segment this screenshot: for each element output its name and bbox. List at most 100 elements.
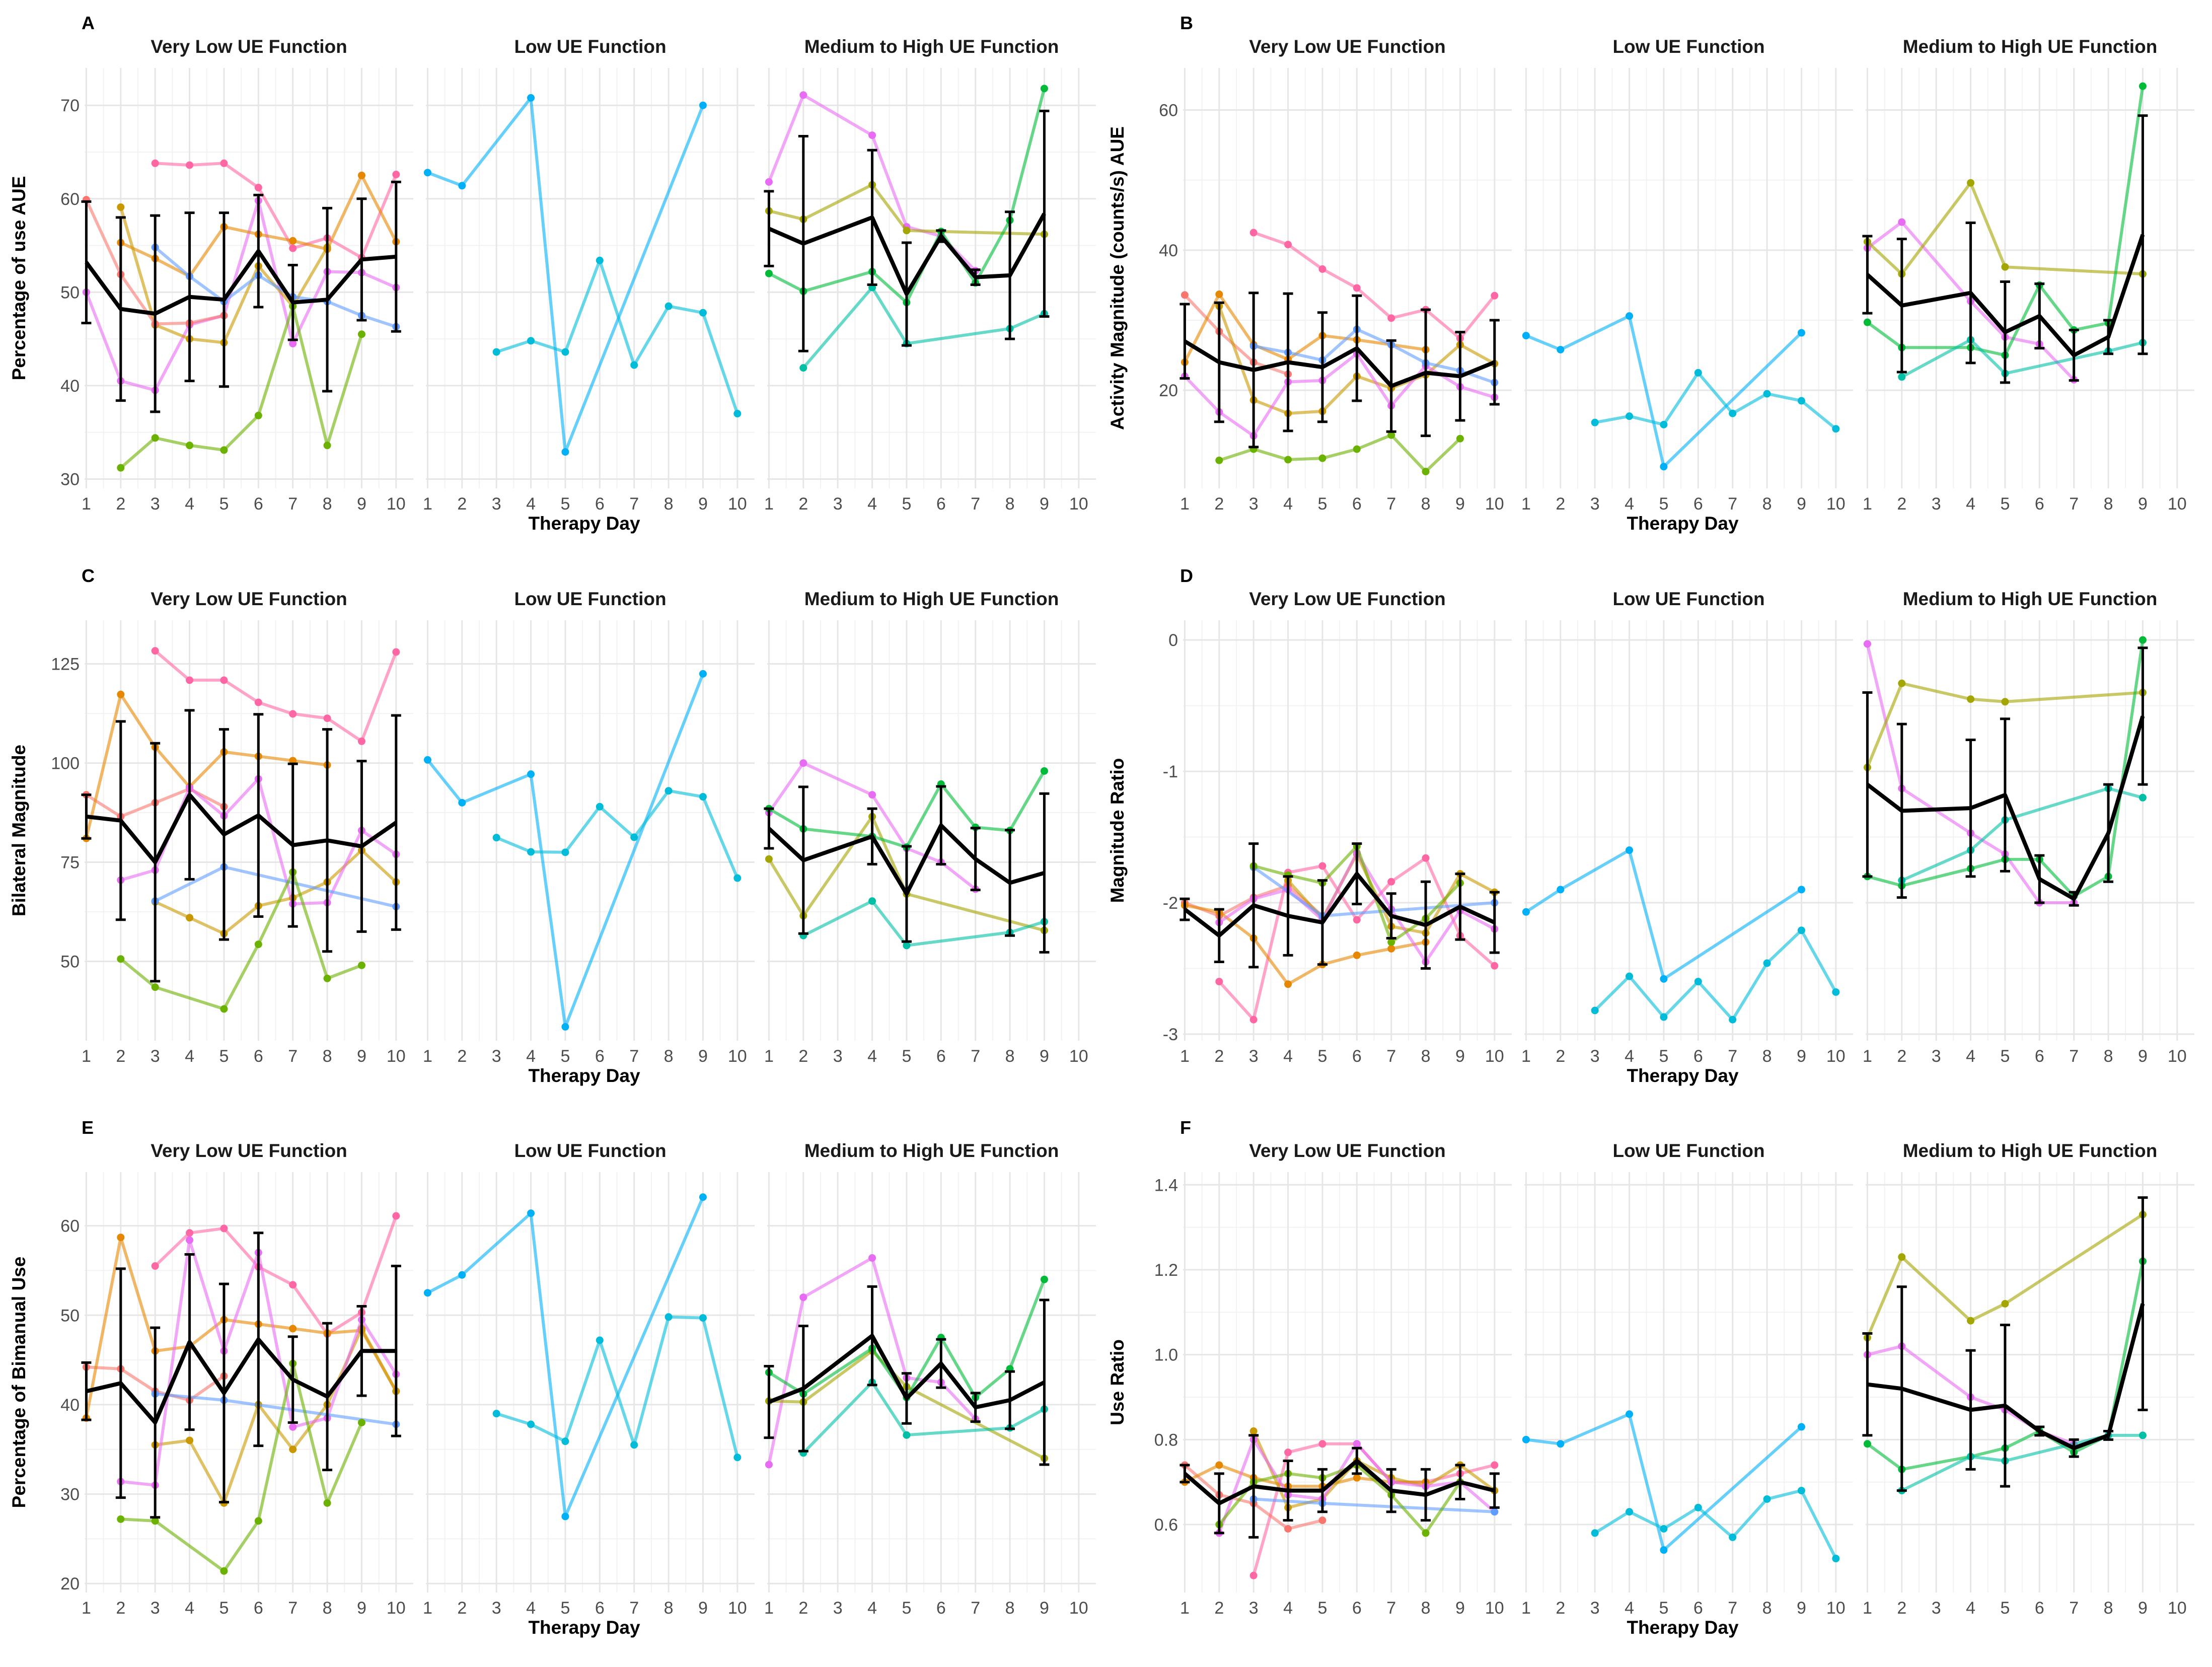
x-tick-label: 2: [1214, 494, 1224, 514]
series-pink: [1215, 854, 1499, 1024]
x-tick-label: 7: [2069, 494, 2079, 514]
x-tick-label: 1: [82, 1599, 91, 1618]
data-point: [903, 941, 911, 950]
data-point: [1456, 434, 1464, 443]
data-point: [733, 874, 742, 882]
series-olive: [1863, 679, 2147, 771]
data-point: [699, 1314, 707, 1322]
data-point: [527, 770, 535, 778]
series-line: [154, 649, 398, 743]
data-point: [1797, 397, 1805, 405]
x-tick-label: 6: [936, 494, 946, 514]
x-tick-label: 10: [2168, 494, 2187, 514]
x-tick-label: 9: [1040, 494, 1049, 514]
data-point: [1387, 938, 1395, 946]
series-sky: [1522, 846, 1805, 983]
x-tick-label: 3: [1590, 494, 1600, 514]
data-point: [1967, 1317, 1975, 1325]
series-line: [1594, 1489, 1837, 1559]
x-tick-label: 8: [2104, 1047, 2113, 1066]
mean-series: [1862, 1196, 2148, 1492]
x-tick-label: 6: [1693, 494, 1703, 514]
series-sky: [1522, 1410, 1805, 1554]
data-point: [527, 94, 535, 102]
data-point: [117, 690, 125, 698]
x-axis-title: Therapy Day: [528, 1617, 640, 1638]
data-point: [323, 442, 331, 450]
data-point: [1660, 420, 1668, 428]
series-sky: [423, 94, 707, 456]
x-tick-label: 5: [2000, 1047, 2010, 1066]
x-tick-label: 9: [1455, 1047, 1465, 1066]
series-line: [1252, 1430, 1496, 1509]
series-line: [1253, 231, 1496, 340]
y-tick-label: 30: [60, 470, 80, 489]
data-point: [1626, 1410, 1634, 1418]
data-point: [254, 184, 262, 192]
mean-series: [1179, 1434, 1500, 1539]
series-orange: [82, 1234, 400, 1422]
y-tick-label: 60: [1159, 101, 1178, 120]
facet-3: Medium to High UE Function 1 2 3 4 5 6 7 8 9 10: [764, 36, 1096, 514]
x-tick-label: 4: [1625, 494, 1634, 514]
x-tick-label: 5: [1317, 494, 1327, 514]
data-point: [596, 1336, 604, 1344]
data-point: [1763, 390, 1771, 398]
facet-2: Low UE Function 1 2 3 4 5 6 7 8 9 10: [423, 36, 755, 514]
y-tick-label: 20: [1159, 381, 1178, 400]
facet-label: Low UE Function: [514, 589, 666, 609]
data-point: [151, 159, 159, 167]
data-point: [1898, 218, 1906, 226]
data-point: [220, 1224, 228, 1233]
data-point: [1215, 978, 1223, 986]
data-point: [254, 698, 262, 706]
series-line: [155, 1327, 398, 1505]
x-tick-label: 7: [971, 1047, 980, 1066]
data-point: [186, 676, 194, 684]
data-point: [357, 1418, 365, 1426]
series-line: [767, 1256, 977, 1465]
data-point: [699, 670, 707, 678]
x-tick-label: 9: [2138, 1047, 2148, 1066]
x-tick-label: 10: [1069, 1599, 1088, 1618]
x-tick-label: 10: [728, 1047, 747, 1066]
data-point: [254, 940, 262, 949]
y-tick-label: -3: [1163, 1025, 1178, 1044]
x-tick-label: 1: [82, 494, 91, 514]
data-point: [765, 178, 773, 186]
data-point: [561, 1437, 569, 1445]
x-tick-label: 5: [1659, 494, 1668, 514]
x-tick-label: 10: [728, 1599, 747, 1618]
series-green: [117, 302, 365, 472]
data-point: [1626, 1508, 1634, 1516]
data-point: [117, 955, 125, 963]
data-point: [458, 799, 466, 807]
data-point: [2001, 1299, 2009, 1308]
x-tick-label: 7: [1728, 1599, 1737, 1618]
x-tick-label: 4: [185, 494, 194, 514]
x-tick-label: 4: [1283, 1599, 1293, 1618]
data-point: [665, 302, 673, 310]
data-point: [699, 1193, 707, 1201]
x-tick-label: 7: [629, 1599, 639, 1618]
series-line: [1594, 928, 1837, 1022]
series-pink: [151, 647, 400, 745]
data-point: [1694, 1503, 1702, 1511]
data-point: [1557, 345, 1565, 353]
x-tick-label: 3: [1932, 1047, 1941, 1066]
x-tick-label: 9: [698, 1599, 708, 1618]
x-tick-label: 10: [387, 494, 406, 514]
x-tick-label: 8: [2104, 1599, 2113, 1618]
x-tick-label: 5: [219, 494, 229, 514]
data-point: [1660, 1546, 1668, 1554]
data-point: [2139, 793, 2147, 802]
data-point: [1898, 1253, 1906, 1261]
facet-1: Very Low UE Function 1 2 3 4 5 6 7 8 9 10: [1179, 589, 1512, 1066]
data-point: [186, 161, 194, 169]
x-tick-label: 2: [1556, 494, 1565, 514]
x-tick-label: 4: [526, 1047, 536, 1066]
facet-2: Low UE Function 1 2 3 4 5 6 7 8 9 10: [1521, 589, 1853, 1066]
data-point: [1522, 1435, 1530, 1443]
x-tick-label: 3: [1932, 1599, 1941, 1618]
